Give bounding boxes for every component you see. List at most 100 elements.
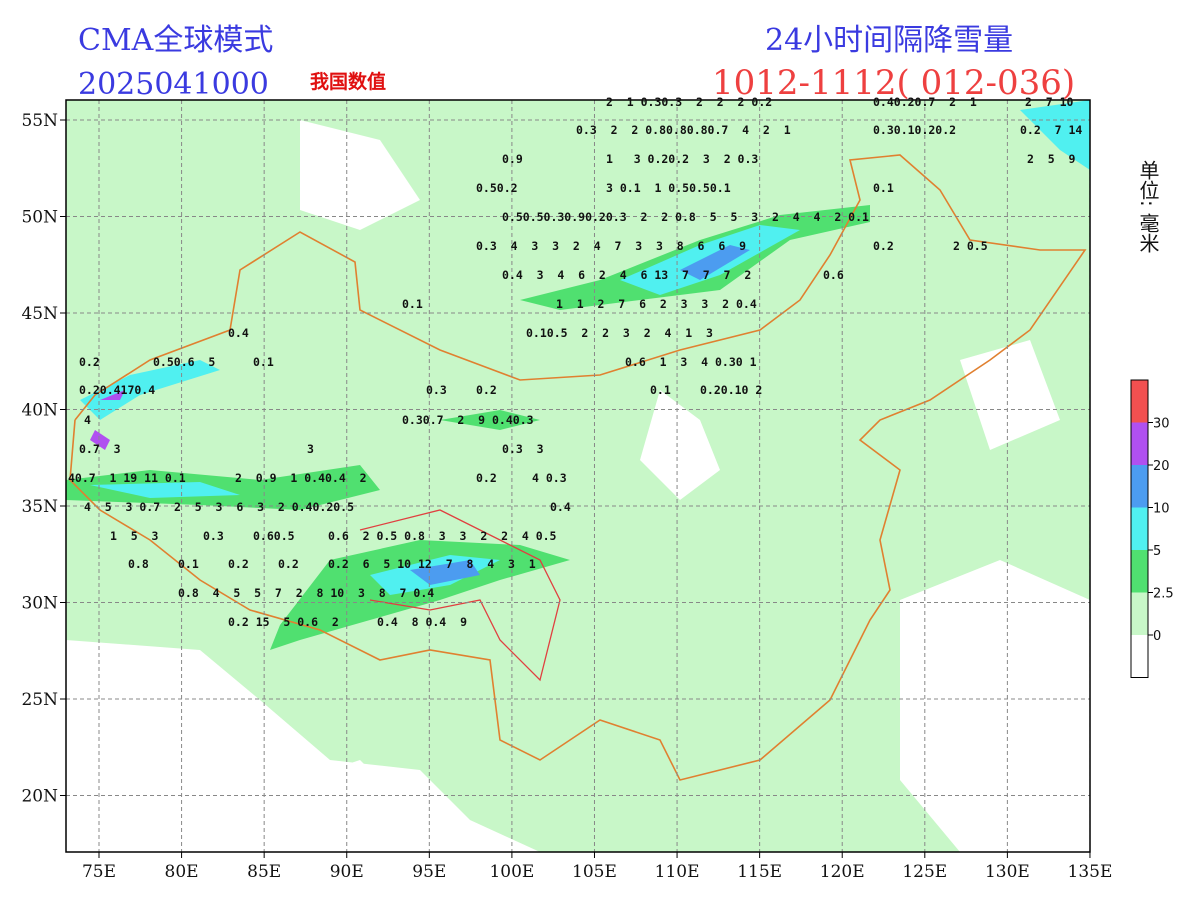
station-value: 0.6 xyxy=(823,268,844,282)
station-value: 0.2 xyxy=(278,557,299,571)
station-value: 1 5 3 xyxy=(110,529,159,543)
station-value: 0.8 4 5 5 7 2 8 10 3 8 7 0.4 xyxy=(178,586,434,600)
station-value: 0.2 xyxy=(228,557,249,571)
lat-label: 55N xyxy=(21,111,58,131)
station-value: 0.40.20.7 2 1 xyxy=(873,95,977,109)
lon-label: 90E xyxy=(330,862,364,882)
station-value: 0.4 xyxy=(228,326,249,340)
lat-label: 20N xyxy=(21,787,58,807)
legend-frame xyxy=(1130,379,1149,678)
legend-swatch xyxy=(1131,550,1148,593)
legend-swatch xyxy=(1131,635,1148,678)
station-value: 0.4 xyxy=(550,500,571,514)
legend-label: 10 xyxy=(1153,502,1170,517)
lon-label: 115E xyxy=(737,862,782,882)
regional-border xyxy=(359,509,561,682)
station-value: 0.4 8 0.4 9 xyxy=(377,615,467,629)
snow-bands xyxy=(66,100,1090,650)
station-value: 0.3 4 3 3 2 4 7 3 3 8 6 6 9 xyxy=(476,239,746,253)
station-value: 0.2 xyxy=(79,355,100,369)
no-snow-areas xyxy=(66,120,1090,852)
legend-label: 20 xyxy=(1153,459,1170,474)
station-value: 0.6 1 3 4 0.30 1 xyxy=(625,355,757,369)
country-border xyxy=(69,154,1087,781)
lon-label: 80E xyxy=(165,862,199,882)
lon-label: 105E xyxy=(572,862,617,882)
lon-label: 120E xyxy=(820,862,865,882)
unit-label: 单位: 毫米 xyxy=(1136,160,1160,254)
station-value: 3 xyxy=(307,442,314,456)
map-area xyxy=(60,99,1091,858)
station-value: 0.30.10.20.2 xyxy=(873,123,956,137)
station-value: 0.10.5 2 2 3 2 4 1 3 xyxy=(526,326,713,340)
station-value: 0.8 xyxy=(128,557,149,571)
station-value: 0.20.10 2 xyxy=(700,383,762,397)
station-value: 0.7 3 xyxy=(79,442,121,456)
legend-label: 2.5 xyxy=(1153,587,1174,602)
station-value: 4 5 3 0.7 2 5 3 6 3 2 0.40.20.5 xyxy=(84,500,354,514)
station-value: 4 0.3 xyxy=(532,471,567,485)
badge: 我国数值 xyxy=(310,70,386,93)
station-value: 1 3 0.20.2 3 2 0.3 xyxy=(606,152,758,166)
station-value: 0.60.5 xyxy=(253,529,295,543)
station-value: 0.3 xyxy=(203,529,224,543)
run-time: 2025041000 xyxy=(78,67,269,102)
lat-label: 50N xyxy=(21,208,58,228)
station-value: 3 0.1 1 0.50.50.1 xyxy=(606,181,731,195)
legend-swatch xyxy=(1131,422,1148,465)
station-value: 0.50.2 xyxy=(476,181,518,195)
legend-swatch xyxy=(1131,592,1148,635)
station-value: 0.3 3 xyxy=(502,442,544,456)
lat-label: 45N xyxy=(21,304,58,324)
station-value: 2 7 10 xyxy=(1025,95,1074,109)
station-value: 0.4 3 4 6 2 4 6 13 7 7 7 2 xyxy=(502,268,751,282)
station-value: 0.30.7 2 9 0.40.3 xyxy=(402,413,534,427)
lon-label: 100E xyxy=(489,862,534,882)
station-value: 0.50.6 5 xyxy=(153,355,215,369)
station-value: 0.2 xyxy=(873,239,894,253)
legend-swatch xyxy=(1131,465,1148,508)
station-value: 0.2 6 5 10 12 7 8 4 3 1 xyxy=(328,557,536,571)
station-values: 2 1 0.30.3 2 2 2 0.2 0.40.20.7 2 1 2 7 10 0… xyxy=(68,95,1082,629)
lon-label: 110E xyxy=(655,862,700,882)
station-value: 0.3 2 2 0.80.80.80.7 4 2 1 xyxy=(576,123,791,137)
legend-label: 0 xyxy=(1153,629,1161,644)
station-value: 2 1 0.30.3 2 2 2 0.2 xyxy=(606,95,772,109)
station-value: 0.50.50.30.90.20.3 2 2 0.8 5 5 3 2 4 4 2… xyxy=(502,210,869,224)
station-value: 0.20.4170.4 xyxy=(79,383,155,397)
map-frame xyxy=(65,99,1091,853)
station-value: 0.2 7 14 xyxy=(1020,123,1082,137)
station-value: 0.2 xyxy=(476,471,497,485)
station-value: 2 5 9 xyxy=(1027,152,1076,166)
station-value: 0.2 15 5 0.6 2 xyxy=(228,615,339,629)
legend-swatch xyxy=(1131,380,1148,423)
station-value: 4 xyxy=(84,413,91,427)
station-value: 0.1 xyxy=(650,383,671,397)
station-value: 0.1 xyxy=(402,297,423,311)
lat-label: 40N xyxy=(21,401,58,421)
legend: 30 20 10 5 2.5 0 xyxy=(1130,379,1174,678)
lon-label: 85E xyxy=(247,862,281,882)
station-value: 1 1 2 7 6 2 3 3 2 0.4 xyxy=(556,297,757,311)
period: 1012-1112( 012-036) xyxy=(712,63,1075,103)
station-value: 0.9 xyxy=(502,152,523,166)
lon-label: 125E xyxy=(902,862,947,882)
station-value: 40.7 1 19 11 0.1 xyxy=(68,471,186,485)
lon-label: 95E xyxy=(412,862,446,882)
model-title: CMA全球模式 xyxy=(78,23,273,58)
lon-label: 130E xyxy=(985,862,1030,882)
legend-swatch xyxy=(1131,507,1148,550)
legend-label: 5 xyxy=(1153,544,1161,559)
station-value: 0.2 xyxy=(476,383,497,397)
lat-label: 25N xyxy=(21,690,58,710)
product-title: 24小时间隔降雪量 xyxy=(765,23,1013,58)
lat-label: 30N xyxy=(21,594,58,614)
lon-label: 135E xyxy=(1068,862,1113,882)
station-value: 0.1 xyxy=(873,181,894,195)
station-value: 2 0.5 xyxy=(953,239,988,253)
legend-label: 30 xyxy=(1153,417,1170,432)
station-value: 0.1 xyxy=(178,557,199,571)
lon-label: 75E xyxy=(82,862,116,882)
